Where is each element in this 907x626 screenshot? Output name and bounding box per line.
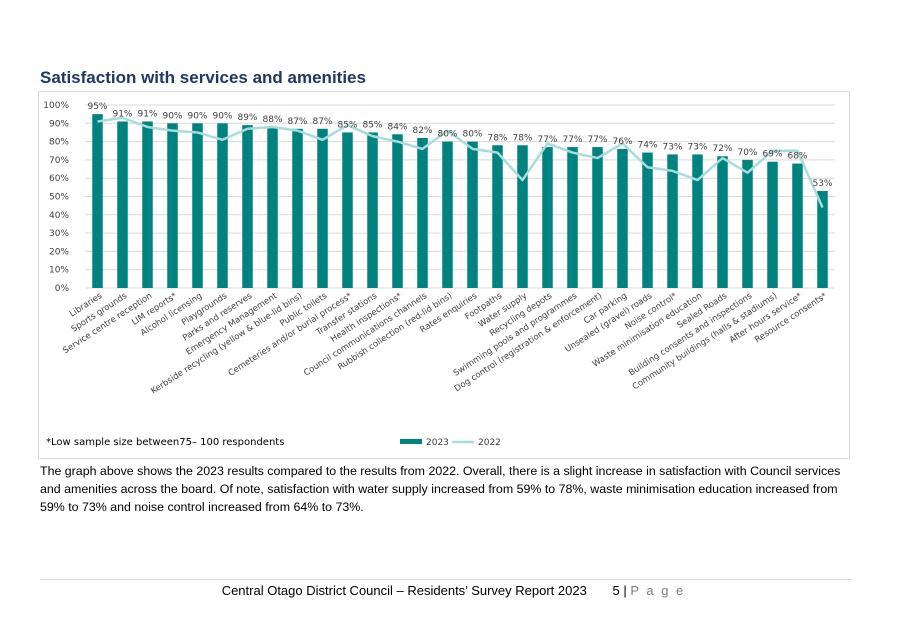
data-label: 76% <box>612 137 632 147</box>
data-label: 89% <box>237 113 257 123</box>
bar-2023 <box>292 128 303 288</box>
y-tick-label: 50% <box>49 193 69 203</box>
bar-2023 <box>642 152 653 288</box>
bar-2023 <box>192 123 203 288</box>
y-tick-label: 70% <box>49 156 69 166</box>
bar-2023 <box>617 148 628 288</box>
bar-2023 <box>767 161 778 288</box>
bar-2023 <box>317 128 328 288</box>
data-label: 91% <box>137 109 157 119</box>
body-paragraph: The graph above shows the 2023 results c… <box>40 464 841 514</box>
bar-2023 <box>242 125 253 288</box>
bar-2023 <box>692 154 703 288</box>
bar-2023 <box>442 141 453 288</box>
data-label: 85% <box>337 120 357 130</box>
data-label: 77% <box>562 135 582 145</box>
data-label: 85% <box>362 120 382 130</box>
bar-2023 <box>92 114 103 289</box>
data-label: 84% <box>387 122 407 132</box>
data-label: 74% <box>637 141 657 151</box>
data-label: 78% <box>487 133 507 143</box>
y-tick-label: 100% <box>43 101 69 111</box>
data-label: 90% <box>187 111 207 121</box>
bar-2023 <box>167 123 178 288</box>
data-label: 90% <box>212 111 232 121</box>
bar-2023 <box>267 126 278 289</box>
page-number: 5 <box>612 583 620 598</box>
data-label: 70% <box>737 148 757 158</box>
legend-label-2023: 2023 <box>426 438 449 448</box>
y-tick-label: 20% <box>49 247 69 257</box>
data-label: 87% <box>287 117 307 127</box>
data-label: 69% <box>762 150 782 160</box>
bar-2023 <box>367 132 378 288</box>
y-tick-label: 40% <box>49 211 69 221</box>
bar-2023 <box>217 123 228 288</box>
bar-2023 <box>567 147 578 288</box>
data-label: 91% <box>112 109 132 119</box>
bar-2023 <box>817 191 828 288</box>
y-tick-label: 30% <box>49 229 69 239</box>
chart-area: 0% 10% 20% 30% 40% 50% 60% 70% 80% 90% 100% 95% 91% 9… <box>38 91 850 459</box>
bar-2023 <box>792 163 803 288</box>
y-tick-label: 60% <box>49 174 69 184</box>
y-tick-label: 10% <box>49 266 69 276</box>
data-label: 73% <box>662 142 682 152</box>
bar-2023 <box>142 121 153 288</box>
footer-divider <box>40 579 852 580</box>
bar-2023 <box>117 121 128 288</box>
bar-2023 <box>342 132 353 288</box>
bar-2023 <box>417 137 428 288</box>
footer-text: Central Otago District Council – Residen… <box>221 583 587 598</box>
data-label: 80% <box>437 130 457 140</box>
page-word: P a g e <box>630 583 686 598</box>
data-label: 82% <box>412 126 432 136</box>
data-label: 53% <box>812 179 832 189</box>
bar-2023 <box>492 145 503 288</box>
bar-2023 <box>667 154 678 288</box>
bar-2023 <box>717 156 728 288</box>
y-tick-label: 90% <box>49 119 69 129</box>
bar-line-chart: 0% 10% 20% 30% 40% 50% 60% 70% 80% 90% 100% 95% 91% 9… <box>43 101 835 448</box>
data-label: 73% <box>687 142 707 152</box>
page-footer: Central Otago District Council – Residen… <box>0 583 907 598</box>
legend-label-2022: 2022 <box>478 438 501 448</box>
bar-2023 <box>467 141 478 288</box>
bar-2023 <box>517 145 528 288</box>
legend-swatch-2023 <box>400 439 422 444</box>
y-tick-label: 80% <box>49 138 69 148</box>
bar-2023 <box>742 159 753 288</box>
y-tick-label: 0% <box>55 284 70 294</box>
data-label: 72% <box>712 144 732 154</box>
data-label: 77% <box>587 135 607 145</box>
bar-2023 <box>542 147 553 288</box>
data-label: 77% <box>537 135 557 145</box>
bar-2023 <box>392 134 403 288</box>
footnote: *Low sample size between75– 100 responde… <box>46 437 285 448</box>
data-label: 80% <box>462 130 482 140</box>
data-label: 95% <box>87 102 107 112</box>
data-label: 68% <box>787 152 807 162</box>
data-label: 90% <box>162 111 182 121</box>
line-2022 <box>97 116 824 208</box>
bar-2023 <box>592 147 603 288</box>
data-label: 88% <box>262 115 282 125</box>
data-label: 87% <box>312 117 332 127</box>
footer-separator: | <box>623 583 627 598</box>
chart-title: Satisfaction with services and amenities <box>40 68 366 87</box>
data-label: 78% <box>512 133 532 143</box>
